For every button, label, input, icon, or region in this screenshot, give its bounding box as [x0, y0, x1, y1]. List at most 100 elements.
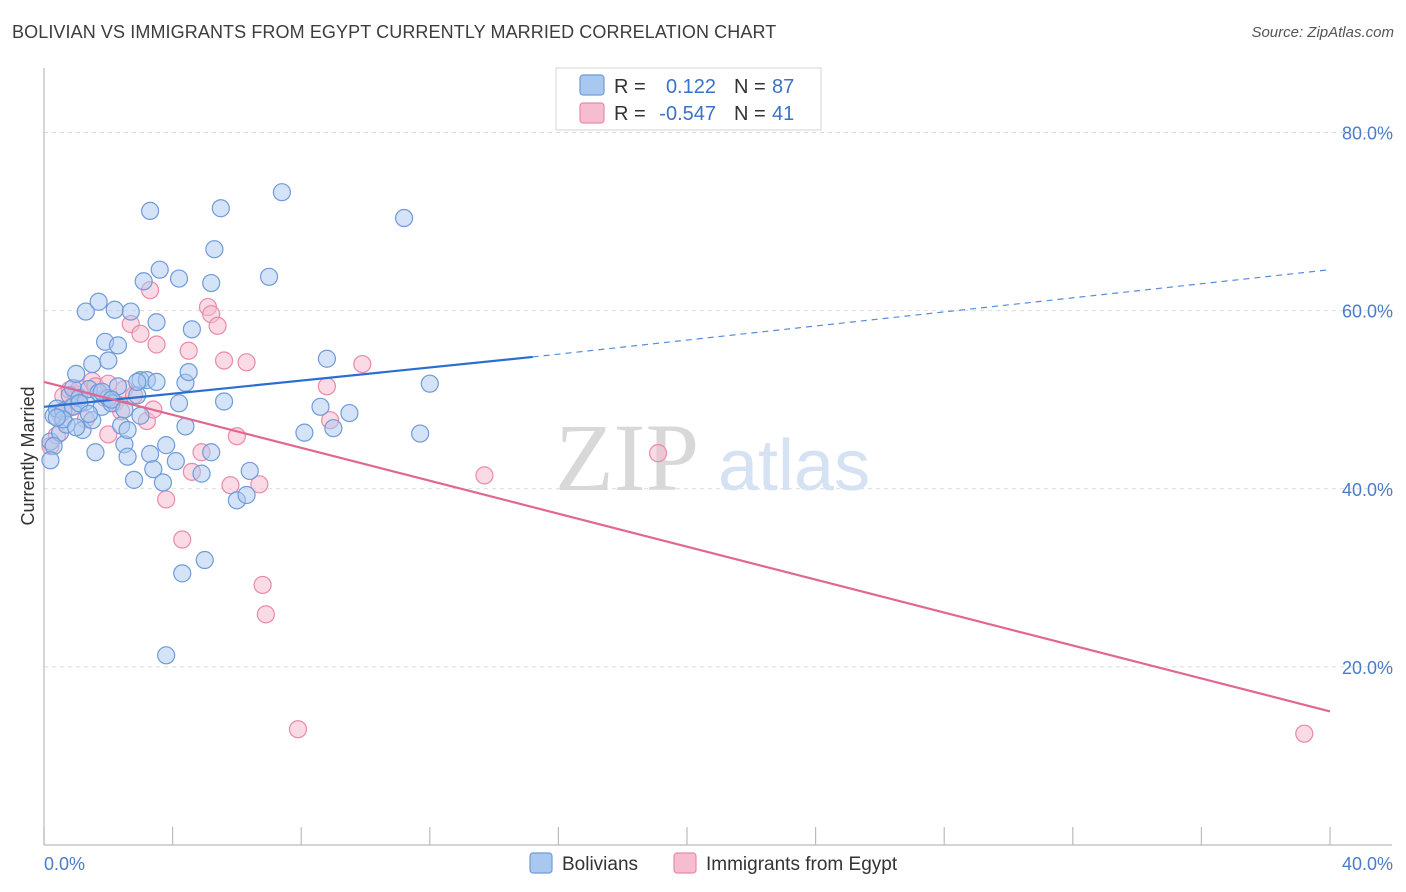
y-axis-label: Currently Married [18, 386, 38, 525]
bolivians-point [214, 392, 234, 411]
egypt-point [147, 335, 166, 354]
bolivians-point [105, 300, 124, 319]
bolivians-point [86, 443, 105, 462]
series-legend: Bolivians Immigrants from Egypt [529, 852, 898, 875]
egypt-point [214, 351, 234, 370]
y-tick-label-0: 20.0% [1342, 658, 1393, 678]
stats-n-value-2: 41 [772, 103, 794, 125]
bolivians-point [41, 451, 60, 470]
bolivians-point [317, 349, 337, 368]
bolivians-point [420, 374, 439, 393]
bolivians-point [67, 418, 86, 437]
bolivians-point [124, 470, 144, 489]
y-tick-label-3: 80.0% [1342, 124, 1393, 144]
bolivians-point [166, 452, 185, 471]
bolivians-point [131, 406, 150, 425]
series-immigrants-from-egypt [41, 281, 1314, 743]
watermark-atlas: atlas [718, 426, 870, 506]
bolivians-point [147, 372, 166, 391]
bolivians-point [147, 313, 166, 332]
bolivians-point [179, 362, 198, 382]
bolivians-point [169, 394, 189, 413]
bolivians-point [259, 267, 279, 286]
y-tick-label-1: 40.0% [1342, 480, 1393, 500]
egypt-point [256, 605, 275, 624]
bolivians-point [99, 351, 118, 370]
stats-r-label-1: R = [614, 76, 646, 98]
egypt-point [157, 490, 176, 509]
bolivians-point [340, 403, 359, 423]
bolivians-point [83, 354, 102, 374]
bolivians-point [237, 485, 256, 505]
watermark-zip: ZIP [555, 404, 699, 511]
egypt-point [179, 341, 198, 360]
egypt-point [173, 530, 192, 549]
bolivians-point [202, 443, 221, 462]
chart-title: BOLIVIAN VS IMMIGRANTS FROM EGYPT CURREN… [12, 22, 777, 42]
bolivians-point [79, 404, 99, 424]
egypt-point [1295, 724, 1314, 743]
bolivians-point [202, 273, 221, 293]
legend-bolivians-swatch[interactable] [529, 852, 553, 874]
bolivians-point [411, 424, 430, 443]
bolivians-point [67, 364, 86, 383]
y-tick-label-2: 60.0% [1342, 302, 1393, 322]
bolivians-point [128, 372, 147, 391]
stats-n-label-1: N = [734, 76, 766, 98]
bolivians-point [144, 460, 163, 479]
stats-r-value-1: 0.122 [666, 76, 716, 98]
egypt-point [208, 316, 227, 335]
stats-n-label-2: N = [734, 103, 766, 125]
stats-r-label-2: R = [614, 103, 646, 125]
egypt-point [237, 353, 256, 372]
egypt-point [131, 324, 150, 343]
stats-r-value-2: -0.547 [659, 103, 716, 125]
bolivians-point [295, 423, 314, 442]
bolivians-swatch [579, 74, 605, 96]
bolivians-point [192, 464, 211, 483]
egypt-point [250, 475, 269, 494]
x-tick-label-1: 40.0% [1342, 854, 1393, 874]
bolivians-point [311, 397, 330, 416]
trend-lines [43, 269, 1331, 713]
stats-n-value-1: 87 [772, 76, 794, 98]
bolivians-trend-line [43, 355, 533, 408]
y-tick-labels: 20.0% 40.0% 60.0% 80.0% [1342, 124, 1393, 678]
bolivians-point [205, 240, 224, 259]
bolivians-point [272, 183, 292, 202]
bolivians-point [76, 302, 95, 321]
bolivians-point [47, 408, 66, 427]
egypt-point [288, 720, 308, 739]
series-bolivians [41, 183, 439, 665]
egypt-point [648, 444, 668, 463]
source-label: Source: ZipAtlas.com [1251, 24, 1394, 41]
bolivians-point [182, 320, 201, 339]
bolivians-point [153, 473, 173, 492]
bolivians-point [211, 199, 230, 218]
watermark: ZIP atlas [555, 404, 870, 511]
bolivians-point [115, 400, 134, 419]
legend-egypt-label[interactable]: Immigrants from Egypt [706, 854, 898, 875]
x-tick-label-0: 0.0% [44, 854, 85, 874]
bolivians-point [140, 201, 160, 221]
bolivians-point [157, 436, 176, 455]
bolivians-point [89, 292, 108, 311]
legend-bolivians-label[interactable]: Bolivians [562, 854, 638, 875]
bolivians-point [394, 208, 414, 228]
egypt-point [353, 354, 372, 374]
x-ticks [43, 827, 1331, 845]
bolivians-point [108, 336, 128, 355]
bolivians-trend-extension [532, 269, 1331, 358]
bolivians-point [118, 420, 137, 440]
bolivians-point [240, 461, 259, 481]
grid-lines [44, 132, 1392, 668]
stats-legend: R = 0.122 N = 87 R = -0.547 N = 41 [555, 67, 822, 131]
egypt-point [475, 466, 494, 485]
bolivians-point [134, 272, 153, 291]
legend-egypt-swatch[interactable] [673, 852, 697, 874]
bolivians-point [173, 564, 192, 583]
bolivians-point [118, 447, 137, 466]
bolivians-point [150, 260, 169, 279]
egypt-point [317, 377, 337, 396]
